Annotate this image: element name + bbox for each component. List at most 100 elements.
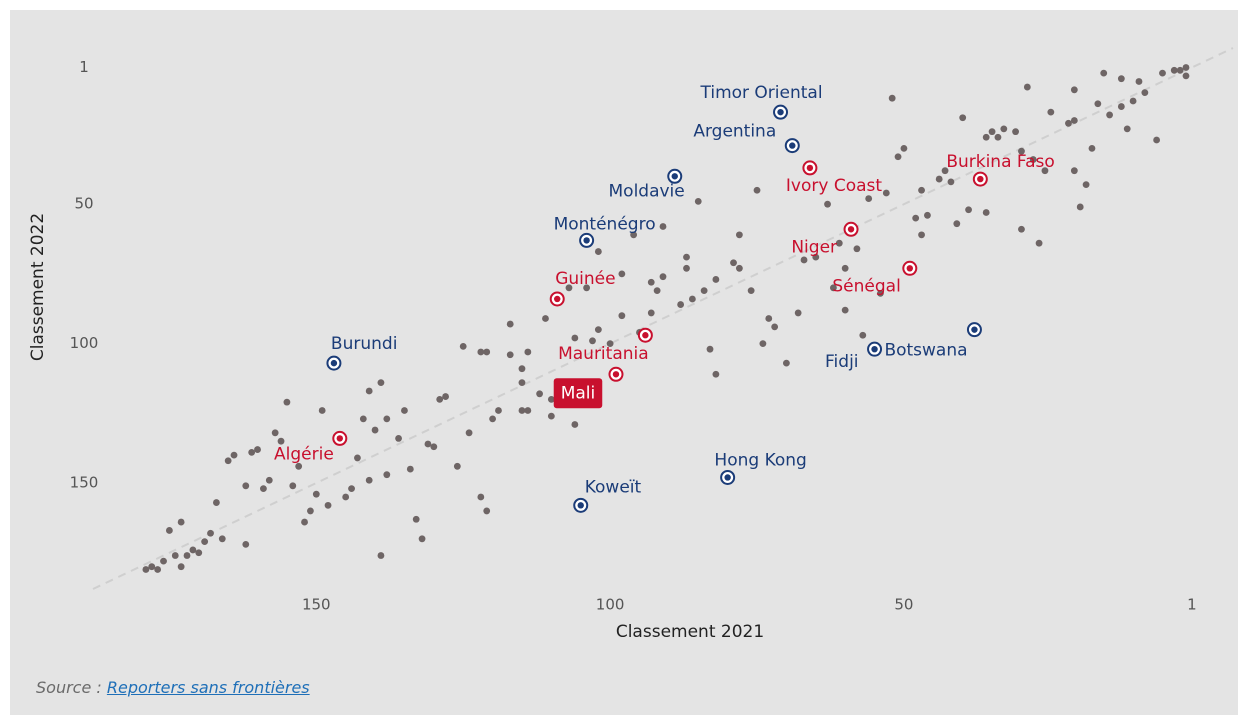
point bbox=[959, 114, 967, 122]
point bbox=[1117, 75, 1125, 83]
highlight-label: Argentina bbox=[693, 122, 776, 142]
point bbox=[824, 200, 831, 208]
point bbox=[383, 471, 391, 479]
point bbox=[677, 301, 685, 308]
point bbox=[412, 515, 420, 523]
point bbox=[1070, 86, 1078, 94]
point bbox=[1170, 66, 1178, 74]
point bbox=[483, 348, 491, 356]
point bbox=[165, 527, 173, 534]
point bbox=[1082, 181, 1090, 189]
point bbox=[918, 186, 925, 194]
point bbox=[794, 309, 802, 317]
highlight-label: Algérie bbox=[274, 444, 334, 464]
point bbox=[947, 178, 955, 186]
point bbox=[618, 312, 626, 320]
highlight-dot bbox=[847, 226, 855, 233]
point bbox=[1159, 69, 1166, 77]
point bbox=[312, 490, 320, 498]
point bbox=[318, 407, 326, 414]
y-tick-label: 1 bbox=[79, 58, 89, 76]
point bbox=[730, 259, 737, 267]
point bbox=[812, 253, 820, 261]
point bbox=[888, 94, 896, 102]
point bbox=[424, 440, 432, 448]
point bbox=[465, 429, 473, 437]
highlight-dot bbox=[971, 326, 978, 333]
point bbox=[289, 482, 297, 490]
point bbox=[183, 552, 191, 559]
highlight-dot bbox=[583, 237, 590, 244]
source-prefix: Source : bbox=[36, 678, 102, 697]
point bbox=[477, 493, 485, 501]
point bbox=[841, 264, 849, 272]
point bbox=[735, 264, 743, 272]
point bbox=[542, 315, 549, 322]
point bbox=[342, 493, 350, 501]
point bbox=[700, 287, 708, 295]
point bbox=[224, 457, 232, 465]
x-tick-label: 100 bbox=[596, 596, 625, 614]
point bbox=[753, 186, 761, 194]
source-link[interactable]: Reporters sans frontières bbox=[106, 678, 310, 697]
point bbox=[982, 209, 990, 216]
point bbox=[436, 395, 444, 403]
point bbox=[430, 443, 438, 451]
point bbox=[841, 306, 849, 314]
point bbox=[859, 331, 867, 339]
point bbox=[401, 407, 408, 414]
x-tick-label: 150 bbox=[302, 596, 331, 614]
point bbox=[518, 365, 526, 373]
point bbox=[835, 239, 843, 247]
point bbox=[659, 273, 667, 281]
point bbox=[213, 499, 220, 506]
point bbox=[154, 566, 162, 573]
point bbox=[894, 153, 902, 161]
point bbox=[177, 563, 185, 571]
point bbox=[882, 189, 890, 197]
point bbox=[865, 195, 873, 202]
point bbox=[1176, 66, 1184, 74]
point bbox=[683, 253, 690, 261]
point bbox=[171, 552, 179, 559]
point bbox=[371, 426, 379, 434]
point bbox=[453, 462, 461, 470]
point bbox=[1070, 117, 1078, 124]
point bbox=[377, 379, 385, 387]
point bbox=[383, 415, 391, 423]
point bbox=[918, 231, 925, 239]
point bbox=[618, 270, 626, 278]
point bbox=[248, 448, 256, 456]
point bbox=[953, 220, 961, 228]
highlight-label: Timor Oriental bbox=[699, 83, 822, 103]
point bbox=[653, 287, 661, 295]
highlight-dot bbox=[612, 371, 620, 378]
point bbox=[442, 393, 449, 400]
highlight-dot bbox=[906, 265, 914, 272]
point bbox=[230, 451, 238, 459]
point bbox=[659, 223, 667, 230]
highlight-dot bbox=[554, 295, 561, 303]
point bbox=[271, 429, 279, 437]
point bbox=[571, 334, 579, 342]
highlight-label: Botswana bbox=[884, 341, 967, 361]
point bbox=[495, 407, 502, 414]
point bbox=[301, 518, 308, 526]
point bbox=[1041, 167, 1049, 175]
point bbox=[307, 507, 314, 515]
point bbox=[712, 370, 720, 378]
point bbox=[771, 323, 779, 331]
point bbox=[354, 454, 361, 462]
point bbox=[506, 320, 514, 328]
point bbox=[800, 256, 808, 264]
point bbox=[201, 538, 209, 545]
highlight-label: Guinée bbox=[555, 269, 615, 289]
point bbox=[606, 340, 614, 347]
point bbox=[242, 540, 250, 548]
point bbox=[1088, 144, 1096, 152]
point bbox=[260, 485, 267, 493]
point bbox=[1012, 128, 1019, 136]
highlight-label: Moldavie bbox=[609, 181, 685, 201]
point bbox=[912, 214, 920, 222]
point bbox=[547, 412, 555, 420]
